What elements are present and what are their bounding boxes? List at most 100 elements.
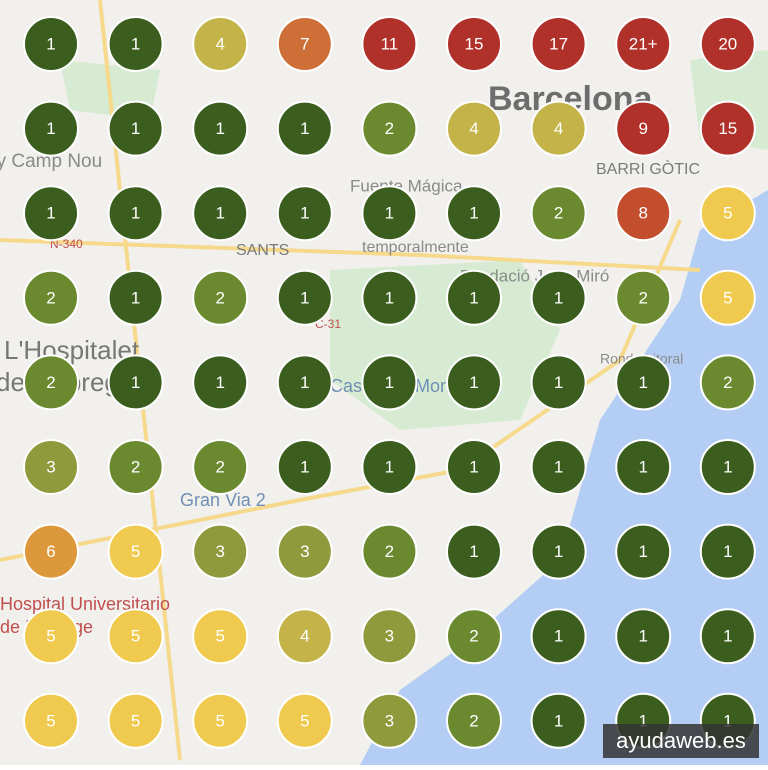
rank-circle <box>361 16 418 72</box>
rank-circle <box>361 692 418 749</box>
rank-circle <box>530 100 587 157</box>
rank-circle <box>446 354 502 411</box>
rank-circle <box>107 269 164 326</box>
rank-value: 1 <box>723 542 732 561</box>
map-label: BARRI GÒTIC <box>596 159 700 178</box>
rank-circle <box>446 608 502 665</box>
rank-marker: 1 <box>276 439 333 495</box>
rank-circle <box>530 692 587 749</box>
rank-marker: 3 <box>361 608 418 665</box>
rank-value: 6 <box>46 542 55 561</box>
rank-value: 1 <box>638 457 647 476</box>
rank-circle <box>276 16 333 72</box>
rank-marker: 2 <box>615 269 672 326</box>
rank-value: 1 <box>215 119 224 138</box>
rank-value: 5 <box>300 711 309 730</box>
rank-value: 1 <box>131 288 140 307</box>
rank-marker: 2 <box>23 269 79 326</box>
rank-value: 5 <box>46 711 55 730</box>
rank-marker: 1 <box>615 439 672 495</box>
rank-value: 2 <box>469 711 478 730</box>
rank-value: 1 <box>131 34 140 53</box>
rank-circle <box>361 523 418 580</box>
rank-circle <box>192 100 249 157</box>
rank-marker: 1 <box>446 269 502 326</box>
rank-marker: 1 <box>530 692 587 749</box>
rank-value: 1 <box>638 373 647 392</box>
rank-marker: 1 <box>699 608 756 665</box>
rank-marker: 20 <box>699 16 756 72</box>
rank-value: 4 <box>469 119 478 138</box>
rank-circle <box>276 185 333 242</box>
rank-marker: 8 <box>615 185 672 242</box>
rank-marker: 1 <box>276 269 333 326</box>
rank-value: 1 <box>215 373 224 392</box>
map-label: N-340 <box>50 237 83 251</box>
rank-value: 2 <box>131 457 140 476</box>
rank-value: 1 <box>638 542 647 561</box>
rank-value: 21+ <box>629 34 658 53</box>
rank-marker: 1 <box>192 354 249 411</box>
rank-marker: 1 <box>699 439 756 495</box>
rank-marker: 6 <box>23 523 79 580</box>
rank-circle <box>615 523 672 580</box>
rank-marker: 15 <box>699 100 756 157</box>
rank-marker: 1 <box>446 185 502 242</box>
rank-value: 1 <box>300 119 309 138</box>
rank-circle <box>107 439 164 495</box>
rank-circle <box>23 354 79 411</box>
rank-marker: 5 <box>699 185 756 242</box>
rank-value: 1 <box>554 627 563 646</box>
rank-value: 5 <box>215 627 224 646</box>
rank-marker: 1 <box>107 269 164 326</box>
rank-circle <box>361 439 418 495</box>
rank-marker: 3 <box>276 523 333 580</box>
rank-circle <box>276 269 333 326</box>
rank-marker: 4 <box>446 100 502 157</box>
rank-marker: 1 <box>530 523 587 580</box>
rank-value: 1 <box>554 373 563 392</box>
rank-value: 1 <box>723 457 732 476</box>
rank-value: 3 <box>385 627 394 646</box>
rank-value: 17 <box>549 34 568 53</box>
rank-circle <box>192 692 249 749</box>
rank-value: 1 <box>385 457 394 476</box>
rank-marker: 1 <box>107 100 164 157</box>
rank-grid: 1 1 4 7 11 15 17 21+ 201 1 1 1 2 4 4 9 151 1 1 1 1 1 2 8 52 1 2 1 1 1… <box>23 16 756 749</box>
map-label: Hospital Universitario <box>0 594 170 614</box>
rank-marker: 1 <box>615 354 672 411</box>
rank-value: 5 <box>723 288 732 307</box>
rank-value: 11 <box>381 34 399 53</box>
rank-circle <box>107 185 164 242</box>
rank-marker: 5 <box>23 692 79 749</box>
rank-value: 3 <box>385 711 394 730</box>
rank-circle <box>107 16 164 72</box>
rank-value: 1 <box>469 204 478 223</box>
rank-value: 1 <box>469 288 478 307</box>
rank-marker: 1 <box>23 185 79 242</box>
rank-value: 5 <box>131 542 140 561</box>
rank-marker: 1 <box>446 354 502 411</box>
rank-marker: 1 <box>23 16 79 72</box>
rank-value: 7 <box>300 34 309 53</box>
rank-value: 1 <box>131 119 140 138</box>
rank-value: 2 <box>723 373 732 392</box>
rank-marker: 1 <box>699 523 756 580</box>
rank-value: 1 <box>723 627 732 646</box>
rank-marker: 2 <box>361 100 418 157</box>
rank-circle <box>699 16 756 72</box>
rank-value: 1 <box>638 711 647 730</box>
rank-circle <box>23 185 79 242</box>
rank-value: 1 <box>385 204 394 223</box>
rank-circle <box>23 269 79 326</box>
rank-circle <box>276 692 333 749</box>
rank-value: 3 <box>215 542 224 561</box>
rank-marker: 4 <box>192 16 249 72</box>
rank-marker: 1 <box>446 439 502 495</box>
rank-value: 2 <box>215 288 224 307</box>
rank-value: 5 <box>215 711 224 730</box>
rank-value: 1 <box>554 542 563 561</box>
rank-marker: 5 <box>276 692 333 749</box>
rank-marker: 9 <box>615 100 672 157</box>
